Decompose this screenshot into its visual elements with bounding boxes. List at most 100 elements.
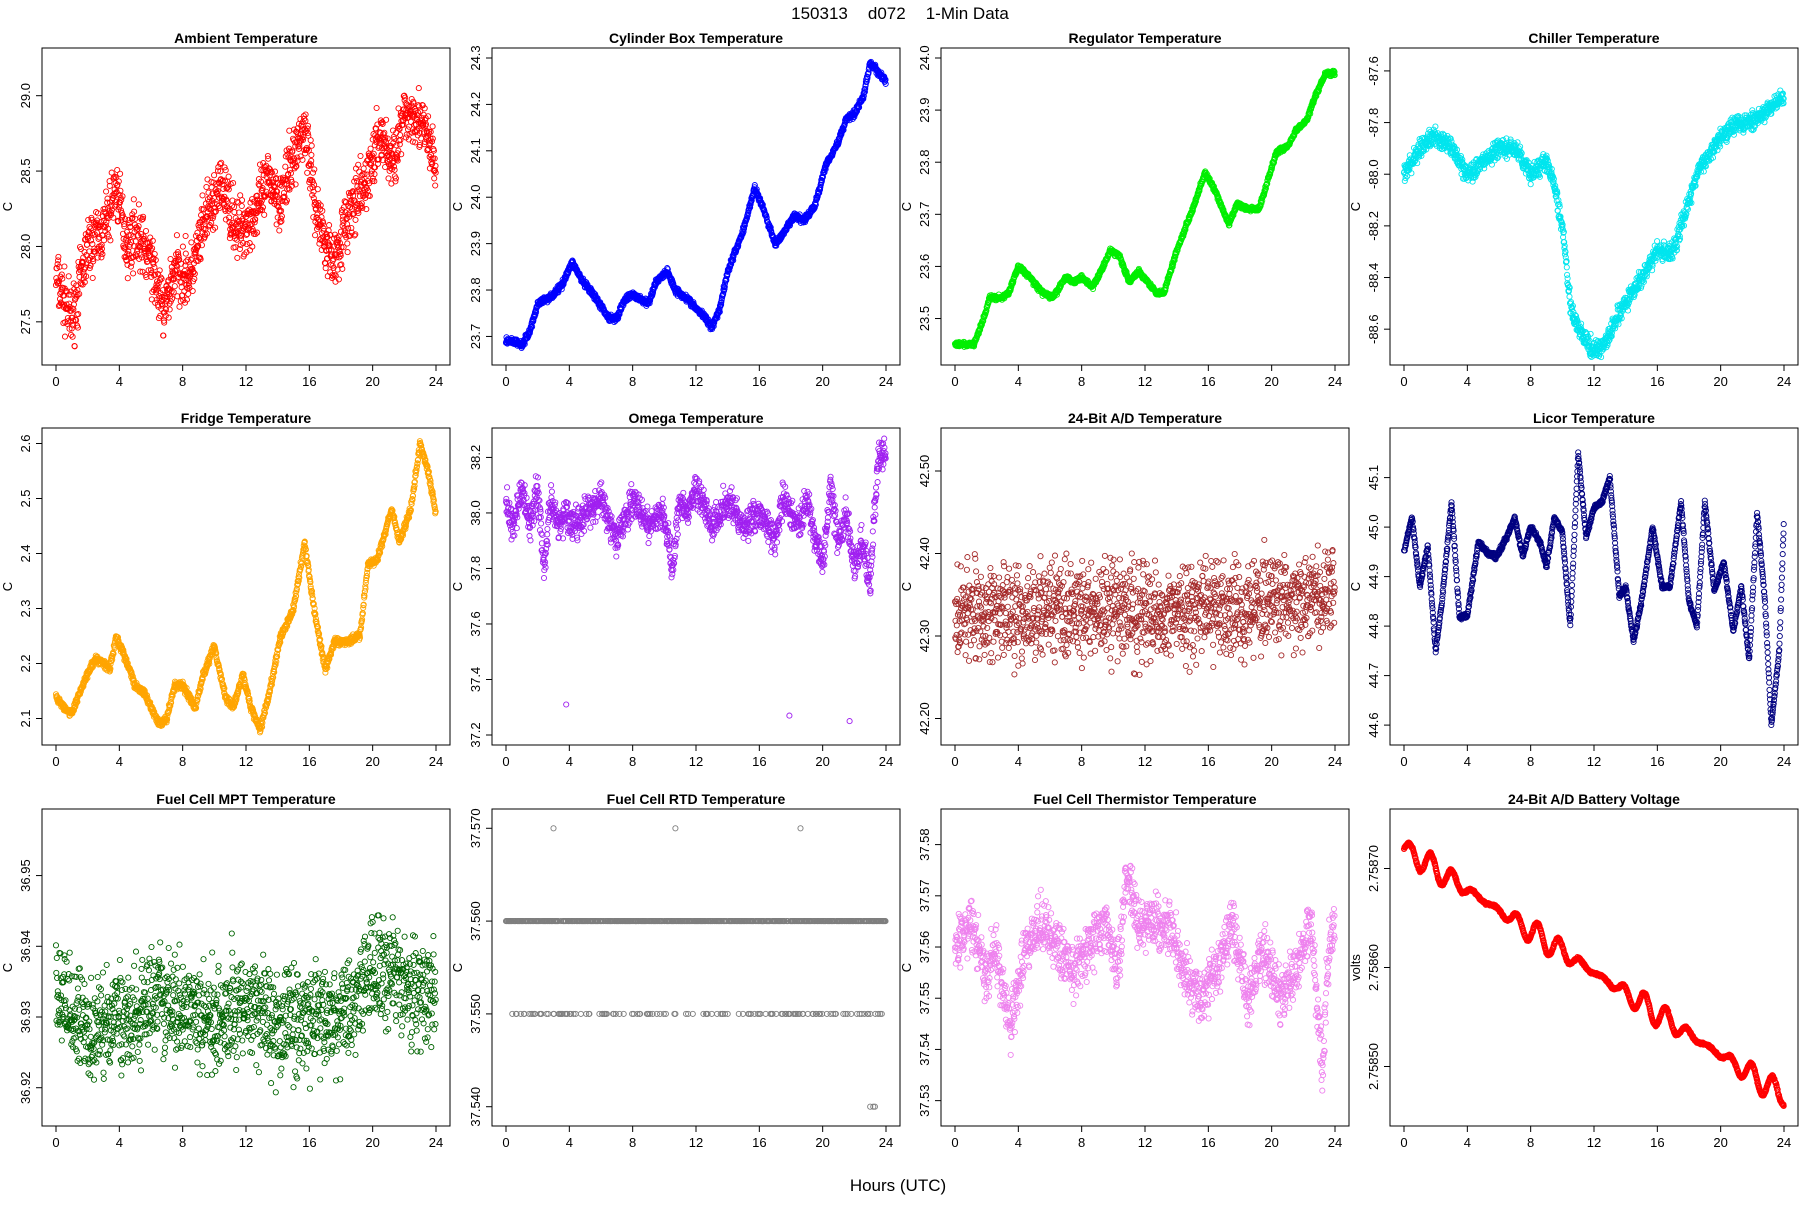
plot-frame bbox=[1390, 48, 1798, 365]
data-point bbox=[345, 250, 350, 255]
y-tick-label: -88.4 bbox=[1366, 263, 1381, 293]
data-point bbox=[189, 240, 194, 245]
data-point bbox=[200, 193, 205, 198]
data-point bbox=[239, 203, 244, 208]
y-tick-label: -88.0 bbox=[1366, 159, 1381, 189]
y-tick-label: 23.9 bbox=[468, 231, 483, 256]
x-tick-label: 20 bbox=[815, 374, 829, 389]
data-point bbox=[180, 244, 185, 249]
x-tick-label: 16 bbox=[752, 374, 766, 389]
y-tick-label: 27.5 bbox=[18, 309, 33, 334]
data-point bbox=[309, 143, 314, 148]
y-tick-label: 28.0 bbox=[18, 234, 33, 259]
y-tick-label: 29.0 bbox=[18, 83, 33, 108]
x-tick-label: 24 bbox=[1777, 374, 1791, 389]
data-point bbox=[136, 202, 141, 207]
x-tick-label: 12 bbox=[239, 374, 253, 389]
data-point bbox=[183, 233, 188, 238]
data-point bbox=[386, 176, 391, 181]
y-tick-label: 23.8 bbox=[917, 150, 932, 175]
data-point bbox=[129, 260, 134, 265]
data-point bbox=[277, 228, 282, 233]
y-tick-label: 24.3 bbox=[468, 45, 483, 70]
data-point bbox=[167, 307, 172, 312]
data-point bbox=[195, 230, 200, 235]
data-point bbox=[305, 170, 310, 175]
x-tick-label: 12 bbox=[1138, 374, 1152, 389]
data-point bbox=[62, 264, 67, 269]
data-point bbox=[131, 197, 136, 202]
y-tick-label: 23.6 bbox=[917, 254, 932, 279]
data-point bbox=[238, 193, 243, 198]
data-point bbox=[152, 265, 157, 270]
x-tick-label: 12 bbox=[689, 374, 703, 389]
y-axis-label: C bbox=[450, 202, 465, 211]
panel-grid: Ambient Temperature C 0 4 8 12 16 20 24 27.5 28.0 2… bbox=[0, 30, 1798, 1150]
y-tick-label: 23.9 bbox=[917, 97, 932, 122]
data-point bbox=[433, 183, 438, 188]
data-point bbox=[177, 304, 182, 309]
x-tick-label: 24 bbox=[429, 374, 443, 389]
x-tick-label: 20 bbox=[1713, 374, 1727, 389]
data-point bbox=[313, 233, 318, 238]
data-point bbox=[62, 334, 67, 339]
data-point bbox=[226, 174, 231, 179]
data-point bbox=[101, 238, 106, 243]
y-tick-label: 24.0 bbox=[468, 185, 483, 210]
plot-frame bbox=[492, 48, 900, 365]
data-point bbox=[172, 284, 177, 289]
data-point bbox=[309, 152, 314, 157]
x-tick-label: 8 bbox=[179, 374, 186, 389]
data-point bbox=[310, 192, 315, 197]
data-point bbox=[416, 86, 421, 91]
series-regulator-temperature bbox=[952, 68, 1337, 349]
series-cylinder-box-temperature bbox=[503, 59, 888, 350]
y-tick-label: 24.2 bbox=[468, 92, 483, 117]
panel-title: Chiller Temperature bbox=[1528, 30, 1659, 46]
data-point bbox=[361, 166, 366, 171]
x-tick-label: 24 bbox=[879, 374, 893, 389]
data-point bbox=[408, 119, 413, 124]
x-tick-label: 20 bbox=[365, 374, 379, 389]
y-tick-label: 24.1 bbox=[468, 138, 483, 163]
data-point bbox=[315, 187, 320, 192]
title-date: 150313 bbox=[791, 4, 848, 23]
x-tick-label: 0 bbox=[502, 374, 509, 389]
data-point bbox=[327, 223, 332, 228]
data-point bbox=[219, 160, 224, 165]
y-axis-label: C bbox=[0, 202, 15, 211]
data-point bbox=[190, 288, 195, 293]
data-point bbox=[353, 217, 358, 222]
title-station: d072 bbox=[868, 4, 906, 23]
data-point bbox=[212, 173, 217, 178]
data-point bbox=[125, 276, 130, 281]
x-tick-label: 8 bbox=[629, 374, 636, 389]
data-point bbox=[143, 228, 148, 233]
x-tick-label: 16 bbox=[1650, 374, 1664, 389]
x-tick-label: 0 bbox=[1400, 374, 1407, 389]
x-tick-label: 8 bbox=[1078, 374, 1085, 389]
data-point bbox=[283, 164, 288, 169]
data-point bbox=[131, 271, 136, 276]
data-point bbox=[104, 189, 109, 194]
y-tick-label: 28.5 bbox=[18, 158, 33, 183]
data-point bbox=[383, 164, 388, 169]
panel-title: Ambient Temperature bbox=[174, 30, 318, 46]
y-tick-label: 23.7 bbox=[917, 202, 932, 227]
x-tick-label: 20 bbox=[1264, 374, 1278, 389]
x-tick-label: 24 bbox=[1328, 374, 1342, 389]
data-point bbox=[345, 241, 350, 246]
panel-title: Regulator Temperature bbox=[1069, 30, 1222, 46]
y-tick-label: -87.6 bbox=[1366, 56, 1381, 86]
x-tick-label: 4 bbox=[1015, 374, 1022, 389]
data-point bbox=[66, 274, 71, 279]
data-point bbox=[99, 255, 104, 260]
x-tick-label: 0 bbox=[52, 374, 59, 389]
data-point bbox=[262, 212, 267, 217]
x-tick-label: 8 bbox=[1527, 374, 1534, 389]
y-axis-label: C bbox=[1348, 202, 1363, 211]
y-tick-label: -87.8 bbox=[1366, 108, 1381, 138]
